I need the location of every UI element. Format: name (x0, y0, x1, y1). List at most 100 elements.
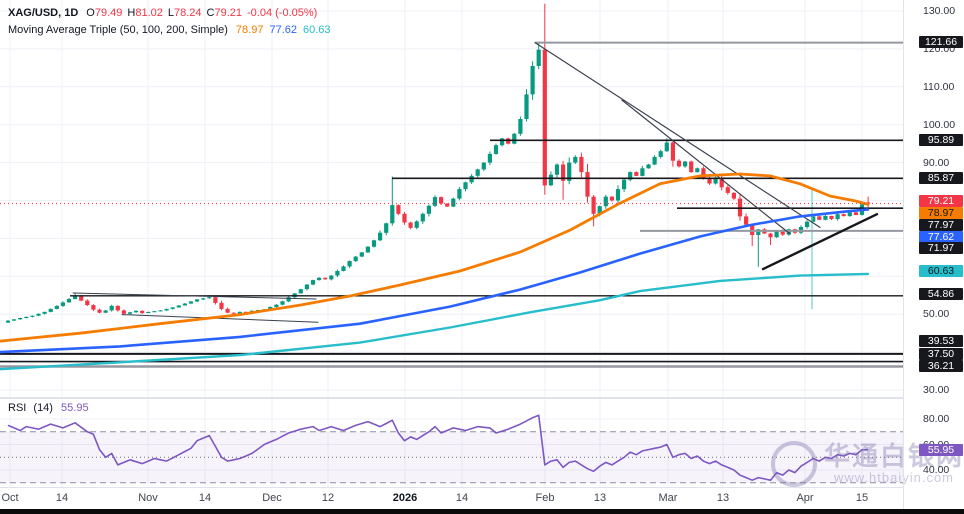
candle-body (518, 119, 523, 134)
price-axis-badge: 78.97 (919, 207, 963, 219)
candle-body (847, 212, 852, 217)
candle-body (378, 232, 383, 241)
candle-body (164, 308, 169, 311)
candle-body (298, 289, 303, 294)
time-axis-label: 14 (55, 492, 69, 504)
candle-body (54, 305, 59, 309)
candle-body (841, 214, 846, 217)
bottom-bar (0, 509, 964, 514)
candle-body (12, 319, 17, 321)
candle-body (530, 66, 535, 95)
candle-body (548, 174, 553, 186)
candle-body (195, 299, 200, 302)
candle-body (231, 312, 236, 314)
candle-body (823, 216, 828, 220)
candle-body (573, 156, 578, 163)
moving-average-line (0, 272, 870, 371)
price-axis-badge: 79.21 (919, 195, 963, 207)
price-axis-badge: 60.63 (919, 265, 963, 277)
candle-body (317, 277, 322, 281)
time-axis-label: 14 (198, 492, 212, 504)
candle-body (725, 187, 730, 193)
candle-body (176, 305, 181, 308)
candle-body (652, 156, 657, 165)
candle-body (79, 296, 84, 301)
rsi-indicator-row[interactable]: RSI (14) 55.95 (8, 402, 89, 414)
candle-body (268, 307, 273, 310)
candle-body (542, 49, 547, 186)
rsi-period: (14) (33, 402, 53, 414)
candle-body (615, 189, 621, 201)
candle-body (798, 227, 804, 233)
price-axis-badge: 39.53 (919, 335, 963, 347)
candle-body (670, 142, 675, 161)
candle-body (554, 164, 560, 175)
change-readout: -0.04 (-0.05%) (247, 6, 318, 19)
candle-body (353, 256, 358, 262)
candle-body (60, 302, 65, 306)
trendline (761, 212, 879, 271)
time-axis-label: Feb (535, 492, 555, 504)
symbol-row[interactable]: XAG/USD, 1D O79.49 H81.02 L78.24 C79.21 -0.… (8, 4, 337, 21)
ohlc-item: L78.24 (167, 6, 202, 19)
candle-body (286, 297, 291, 302)
price-axis-tick: 100.00 (923, 118, 956, 131)
candle-body (188, 301, 194, 304)
candle-body (115, 305, 120, 311)
candle-body (432, 197, 438, 206)
candle-body (97, 309, 102, 313)
candle-body (371, 240, 377, 247)
candle-body (603, 196, 608, 207)
candle-body (201, 298, 206, 300)
symbol-title: XAG/USD, 1D (8, 6, 79, 19)
candle-body (664, 142, 669, 152)
candle-body (91, 305, 96, 310)
candle-body (597, 206, 602, 214)
ma-indicator-row[interactable]: Moving Average Triple (50, 100, 200, Sim… (8, 21, 337, 38)
candle-body (420, 213, 425, 222)
moving-average-line (0, 208, 870, 354)
candle-body (500, 138, 505, 146)
price-axis-tick: 90.00 (923, 156, 950, 169)
price-axis-badge: 36.21 (919, 360, 963, 372)
trendline (72, 292, 317, 300)
candle-body (24, 316, 29, 318)
price-axis-tick: 30.00 (923, 384, 950, 396)
ohlc-readout: O79.49 H81.02 L78.24 C79.21 (86, 7, 247, 19)
trendline (121, 314, 319, 323)
candle-body (408, 222, 413, 228)
candle-body (414, 221, 419, 228)
candle-body (719, 177, 724, 188)
ma-indicator-title: Moving Average Triple (50, 100, 200, Sim… (8, 23, 228, 36)
chart-plot-area[interactable] (0, 0, 903, 487)
ma-value: 78.97 (235, 23, 264, 36)
candle-body (5, 320, 11, 323)
rsi-axis-tick: 40.00 (923, 464, 950, 476)
candle-body (622, 179, 627, 190)
candle-body (225, 308, 230, 313)
candle-body (475, 169, 480, 176)
price-axis-badge: 54.86 (919, 288, 963, 300)
candle-body (85, 300, 90, 306)
candle-body (805, 221, 810, 227)
ohlc-item: O79.49 (86, 6, 123, 19)
candle-body (323, 277, 328, 280)
candle-body (786, 229, 791, 235)
candle-body (689, 161, 694, 173)
candle-body (731, 192, 736, 199)
candle-body (396, 205, 401, 214)
price-axis-badge: 77.62 (919, 231, 963, 243)
candle-body (310, 280, 316, 285)
candle-body (304, 284, 309, 290)
candle-body (481, 162, 486, 170)
time-axis-label: Oct (1, 492, 19, 504)
candle-body (359, 252, 364, 257)
rsi-value: 55.95 (61, 402, 89, 414)
price-axis[interactable]: 130.00 120.00 110.00 100.00 90.00 50.00 30.00 8… (903, 0, 964, 509)
rsi-line (7, 414, 869, 482)
candle-body (402, 213, 407, 223)
time-axis[interactable]: Oct 14 Nov 14 Dec 12 2026 14 Feb 13 Mar 13 Apr 15 (0, 487, 903, 510)
candle-body (567, 162, 572, 181)
candle-body (347, 261, 352, 267)
